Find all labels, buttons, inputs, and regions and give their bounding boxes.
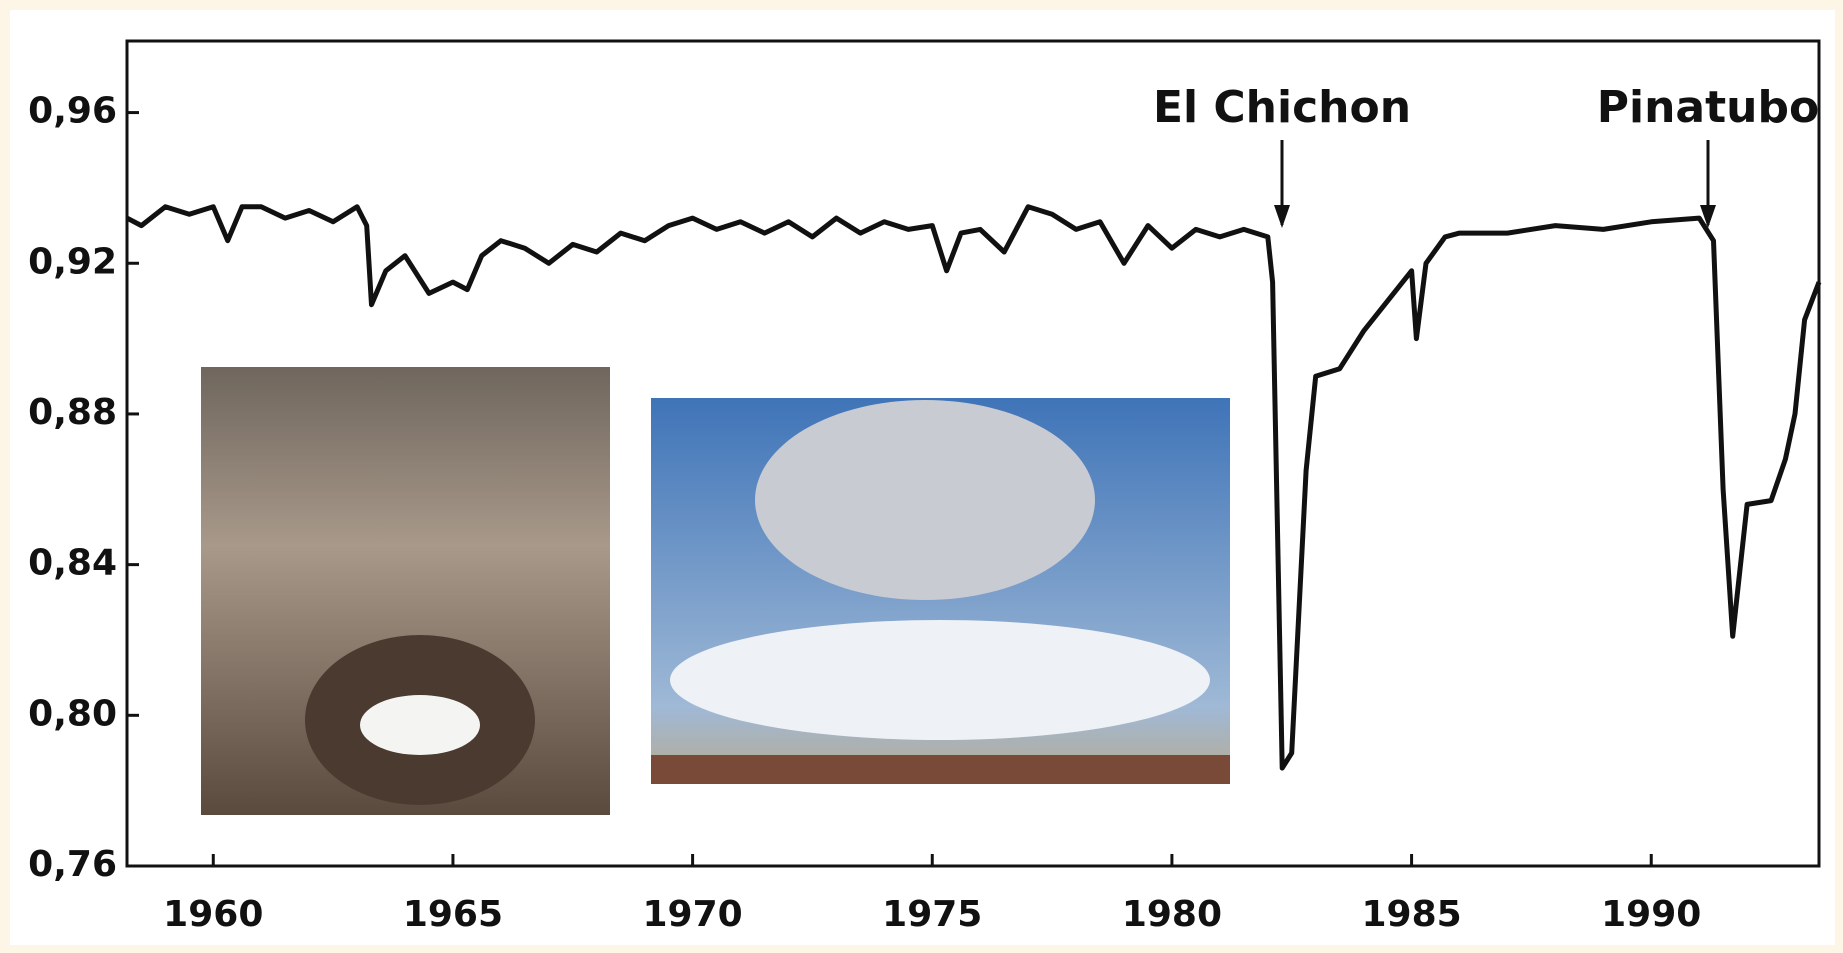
y-tick-label: 0,88 — [28, 392, 117, 433]
y-tick-label: 0,92 — [28, 241, 117, 282]
data-line — [125, 204, 1822, 771]
plot-frame — [125, 39, 1821, 868]
x-tick-label: 1960 — [163, 894, 263, 935]
x-tick-label: 1970 — [642, 894, 742, 935]
x-tick-label: 1990 — [1601, 894, 1701, 935]
y-tick-label: 0,80 — [28, 693, 117, 734]
y-tick-label: 0,84 — [28, 543, 117, 584]
x-tick-label: 1985 — [1361, 894, 1461, 935]
x-tick-label: 1980 — [1122, 894, 1222, 935]
annotation-arrowhead — [1700, 205, 1716, 228]
photo-el-chichon — [201, 367, 610, 815]
photo-pinatubo — [651, 398, 1230, 784]
y-tick-label: 0,96 — [28, 91, 117, 132]
y-tick-label: 0,76 — [28, 844, 117, 885]
x-tick-label: 1975 — [882, 894, 982, 935]
annotation: Pinatubo — [1597, 82, 1819, 133]
x-tick-label: 1965 — [403, 894, 503, 935]
annotation: El Chichon — [1153, 82, 1411, 133]
annotation-arrowhead — [1274, 205, 1290, 228]
